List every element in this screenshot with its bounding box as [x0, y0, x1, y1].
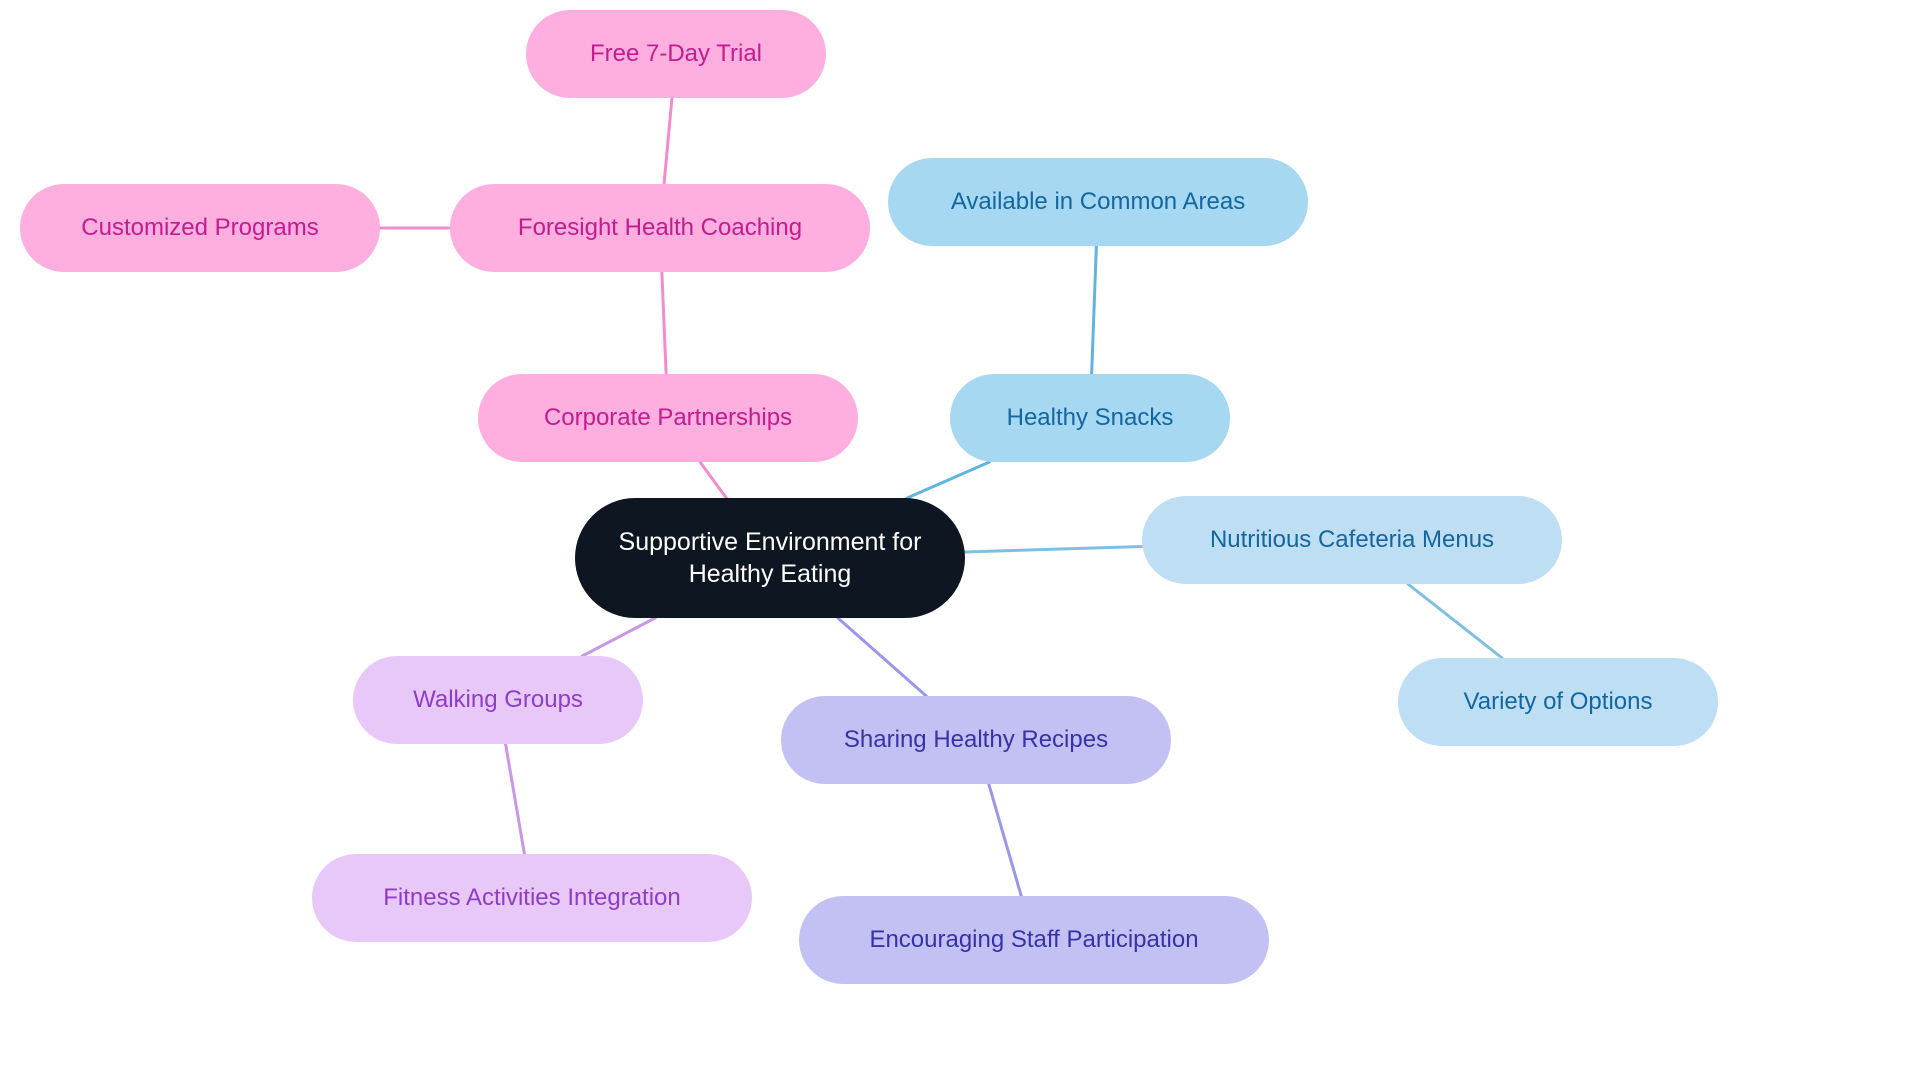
node-variety-options: Variety of Options [1398, 658, 1718, 746]
node-staff-participation: Encouraging Staff Participation [799, 896, 1269, 984]
edge-corporatePartnerships-foresightCoaching [662, 272, 666, 374]
edge-sharingRecipes-staffParticipation [989, 784, 1021, 896]
edge-walkingGroups-fitnessIntegration [506, 744, 525, 854]
edge-center-walkingGroups [582, 618, 655, 656]
node-free-trial: Free 7-Day Trial [526, 10, 826, 98]
node-nutritious-menus: Nutritious Cafeteria Menus [1142, 496, 1562, 584]
node-sharing-recipes: Sharing Healthy Recipes [781, 696, 1171, 784]
node-center: Supportive Environment for Healthy Eatin… [575, 498, 965, 618]
node-customized-programs: Customized Programs [20, 184, 380, 272]
node-healthy-snacks: Healthy Snacks [950, 374, 1230, 462]
node-foresight-coaching: Foresight Health Coaching [450, 184, 870, 272]
node-available-common-areas: Available in Common Areas [888, 158, 1308, 246]
edge-center-healthySnacks [907, 462, 989, 498]
edge-healthySnacks-availableCommon [1092, 246, 1097, 374]
edge-foresightCoaching-freeTrial [664, 98, 672, 184]
edge-center-sharingRecipes [838, 618, 926, 696]
node-fitness-integration: Fitness Activities Integration [312, 854, 752, 942]
mindmap-canvas: Supportive Environment for Healthy Eatin… [0, 0, 1920, 1083]
edge-center-nutritiousMenus [965, 546, 1142, 551]
edge-center-corporatePartnerships [700, 462, 726, 498]
edge-nutritiousMenus-varietyOptions [1408, 584, 1502, 658]
node-walking-groups: Walking Groups [353, 656, 643, 744]
node-corporate-partnerships: Corporate Partnerships [478, 374, 858, 462]
